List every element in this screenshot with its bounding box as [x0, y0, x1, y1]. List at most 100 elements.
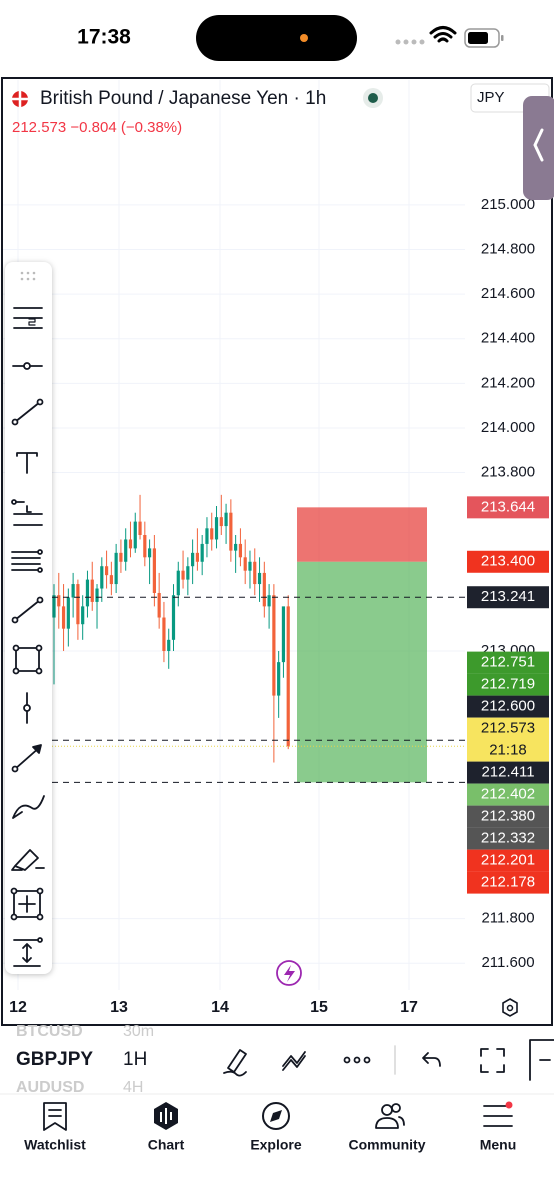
price-label: 212.600 — [481, 698, 535, 715]
candle-body — [133, 521, 137, 549]
candle-body — [114, 552, 118, 585]
battery — [464, 28, 500, 48]
x-tick-label: 17 — [400, 999, 418, 1016]
flag-cross — [12, 91, 28, 107]
tab-label[interactable]: Explore — [250, 1137, 302, 1153]
tab-label[interactable]: Watchlist — [24, 1137, 86, 1153]
candle-body — [214, 517, 219, 540]
candle-body — [143, 535, 147, 558]
candle-body — [148, 548, 152, 558]
candle-body — [267, 595, 271, 607]
y-tick-label: 215.000 — [481, 196, 535, 213]
status-time: 17:38 — [77, 26, 131, 49]
candle-body — [157, 592, 161, 618]
wifi — [429, 26, 457, 43]
price-label-box — [467, 586, 549, 609]
price-label: 213.400 — [481, 553, 535, 570]
candle-body — [81, 606, 85, 625]
battery-cap — [501, 35, 504, 41]
candle-body — [167, 639, 171, 651]
x-tick-label: 13 — [110, 999, 128, 1016]
tab-icons — [43, 1102, 513, 1131]
recent-symbol[interactable]: BTCUSD — [16, 1023, 83, 1040]
price-label: 212.380 — [481, 808, 535, 825]
x-axis: 12 13 14 15 17 — [9, 999, 418, 1016]
candle-body — [119, 552, 123, 562]
candle-body — [104, 566, 109, 576]
chart-tab-candles — [160, 1108, 172, 1124]
tab-label[interactable]: Chart — [148, 1137, 185, 1153]
price-label: 212.402 — [481, 786, 535, 803]
candle-body — [176, 570, 180, 596]
y-tick-label: 211.800 — [481, 910, 534, 927]
target-zone — [297, 561, 427, 783]
candle-body — [219, 517, 223, 527]
signal — [395, 39, 425, 45]
drag-handle — [20, 271, 36, 281]
price-label-box — [467, 496, 549, 519]
candle-body — [243, 557, 247, 571]
recent-interval: 30m — [123, 1023, 154, 1040]
indicator-dot — [300, 34, 308, 42]
settings-center — [506, 1004, 514, 1012]
y-tick-label: 214.200 — [481, 374, 535, 391]
price-label: 212.573 — [481, 720, 535, 737]
candle-body — [90, 579, 94, 602]
bar-countdown: 21:18 — [489, 742, 527, 759]
interval[interactable]: 1H — [123, 1049, 147, 1070]
stop-zone — [297, 507, 427, 562]
candle-body — [52, 595, 56, 618]
price-label: 212.178 — [481, 874, 535, 891]
candle-body — [191, 552, 195, 567]
settings-icon[interactable] — [502, 998, 518, 1017]
explore-needle — [270, 1110, 282, 1122]
recent-symbol[interactable]: AUDUSD — [16, 1079, 84, 1096]
candle-body — [210, 528, 214, 540]
y-tick-label: 214.000 — [481, 419, 535, 436]
recent-interval: 4H — [123, 1079, 143, 1096]
symbol[interactable]: GBPJPY — [16, 1049, 93, 1070]
y-tick-label: 214.600 — [481, 285, 535, 302]
price-label-box — [467, 651, 549, 674]
candle-body — [186, 566, 190, 580]
price-label-box — [467, 550, 549, 573]
y-tick-label: 214.400 — [481, 330, 535, 347]
price-label-box — [467, 695, 549, 718]
price-label: 212.332 — [481, 830, 535, 847]
candle-body — [100, 566, 104, 589]
price-label: 213.644 — [481, 498, 535, 515]
price-label: 213.241 — [481, 588, 535, 605]
candle-body — [95, 588, 99, 602]
candle-body — [229, 512, 233, 551]
battery-level — [468, 32, 488, 44]
price-label-box — [467, 717, 549, 762]
candle-body — [257, 572, 262, 585]
candle-body — [238, 543, 243, 558]
candle-body — [248, 561, 252, 571]
y-tick-label: 213.800 — [481, 464, 535, 481]
tool-icons[interactable] — [10, 307, 45, 967]
candle-body — [61, 606, 66, 629]
candle-body — [138, 521, 142, 535]
y-tick-label: 214.800 — [481, 240, 535, 257]
toolbar-icons[interactable] — [223, 1039, 554, 1081]
market-status[interactable] — [368, 93, 378, 103]
tools-panel — [5, 262, 52, 974]
currency: JPY — [477, 89, 505, 106]
candle-body — [71, 584, 75, 598]
tab-label[interactable]: Community — [349, 1137, 426, 1153]
candle-body — [286, 606, 290, 747]
candle-body — [57, 595, 61, 607]
price-label: 212.411 — [481, 764, 534, 781]
y-tick-label: 211.600 — [481, 954, 534, 971]
candle-body — [109, 575, 113, 585]
side-tab-arrow — [533, 128, 544, 162]
candle-body — [205, 528, 209, 544]
price-label: 212.751 — [481, 654, 535, 671]
candle-body — [195, 552, 199, 562]
tab-label[interactable]: Menu — [480, 1137, 517, 1153]
candle-body — [162, 617, 166, 651]
side-tab[interactable] — [523, 96, 554, 200]
price-label: 212.719 — [481, 676, 535, 693]
